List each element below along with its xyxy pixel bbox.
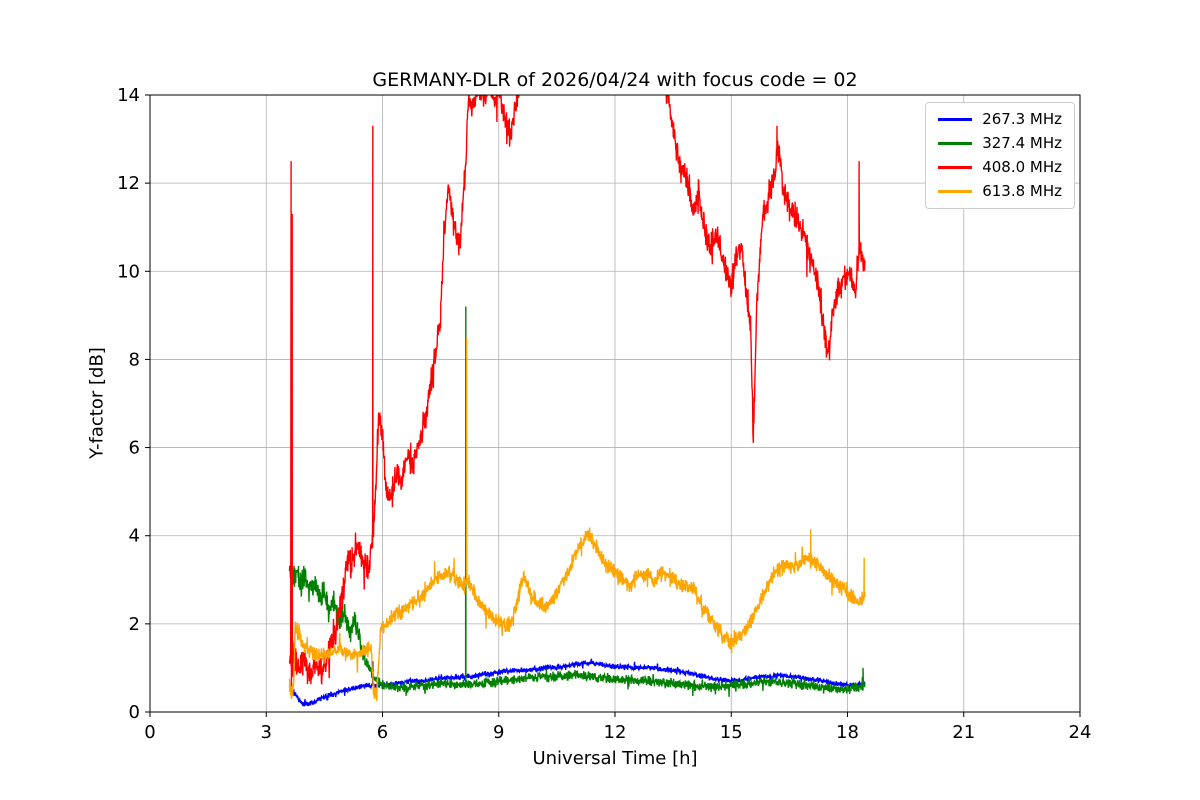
y-axis-label: Y-factor [dB] (86, 347, 108, 459)
series-line-408-0-mhz (288, 95, 866, 695)
chart-title: GERMANY-DLR of 2026/04/24 with focus cod… (372, 69, 858, 91)
y-tick-label: 10 (117, 261, 140, 282)
legend-item: 613.8 MHz (938, 183, 1062, 200)
y-tick-label: 14 (117, 85, 140, 106)
x-tick-label: 12 (604, 722, 627, 743)
y-tick-label: 0 (129, 702, 140, 723)
legend: 267.3 MHz 327.4 MHz 408.0 MHz 613.8 MHz (925, 102, 1075, 209)
legend-label: 408.0 MHz (982, 158, 1062, 176)
series-line-613-8-mhz (288, 337, 866, 702)
legend-item: 408.0 MHz (938, 159, 1062, 176)
y-tick-label: 4 (129, 526, 140, 547)
y-tick-label: 2 (129, 614, 140, 635)
legend-label: 613.8 MHz (982, 182, 1062, 200)
x-tick-label: 9 (493, 722, 504, 743)
legend-line-swatch-icon (938, 190, 973, 193)
legend-label: 267.3 MHz (982, 110, 1062, 128)
x-tick-label: 6 (377, 722, 388, 743)
x-tick-label: 18 (836, 722, 859, 743)
legend-line-swatch-icon (938, 118, 973, 121)
series-line-327-4-mhz (288, 306, 866, 697)
legend-item: 327.4 MHz (938, 135, 1062, 152)
y-tick-label: 12 (117, 173, 140, 194)
x-tick-label: 0 (144, 722, 155, 743)
x-tick-label: 24 (1069, 722, 1092, 743)
x-axis-label: Universal Time [h] (532, 748, 698, 769)
legend-line-swatch-icon (938, 166, 973, 169)
legend-item: 267.3 MHz (938, 111, 1062, 128)
x-tick-label: 15 (720, 722, 743, 743)
x-tick-label: 3 (261, 722, 272, 743)
legend-line-swatch-icon (938, 142, 973, 145)
x-tick-label: 21 (952, 722, 975, 743)
legend-label: 327.4 MHz (982, 134, 1062, 152)
y-tick-label: 6 (129, 438, 140, 459)
y-tick-label: 8 (129, 349, 140, 370)
